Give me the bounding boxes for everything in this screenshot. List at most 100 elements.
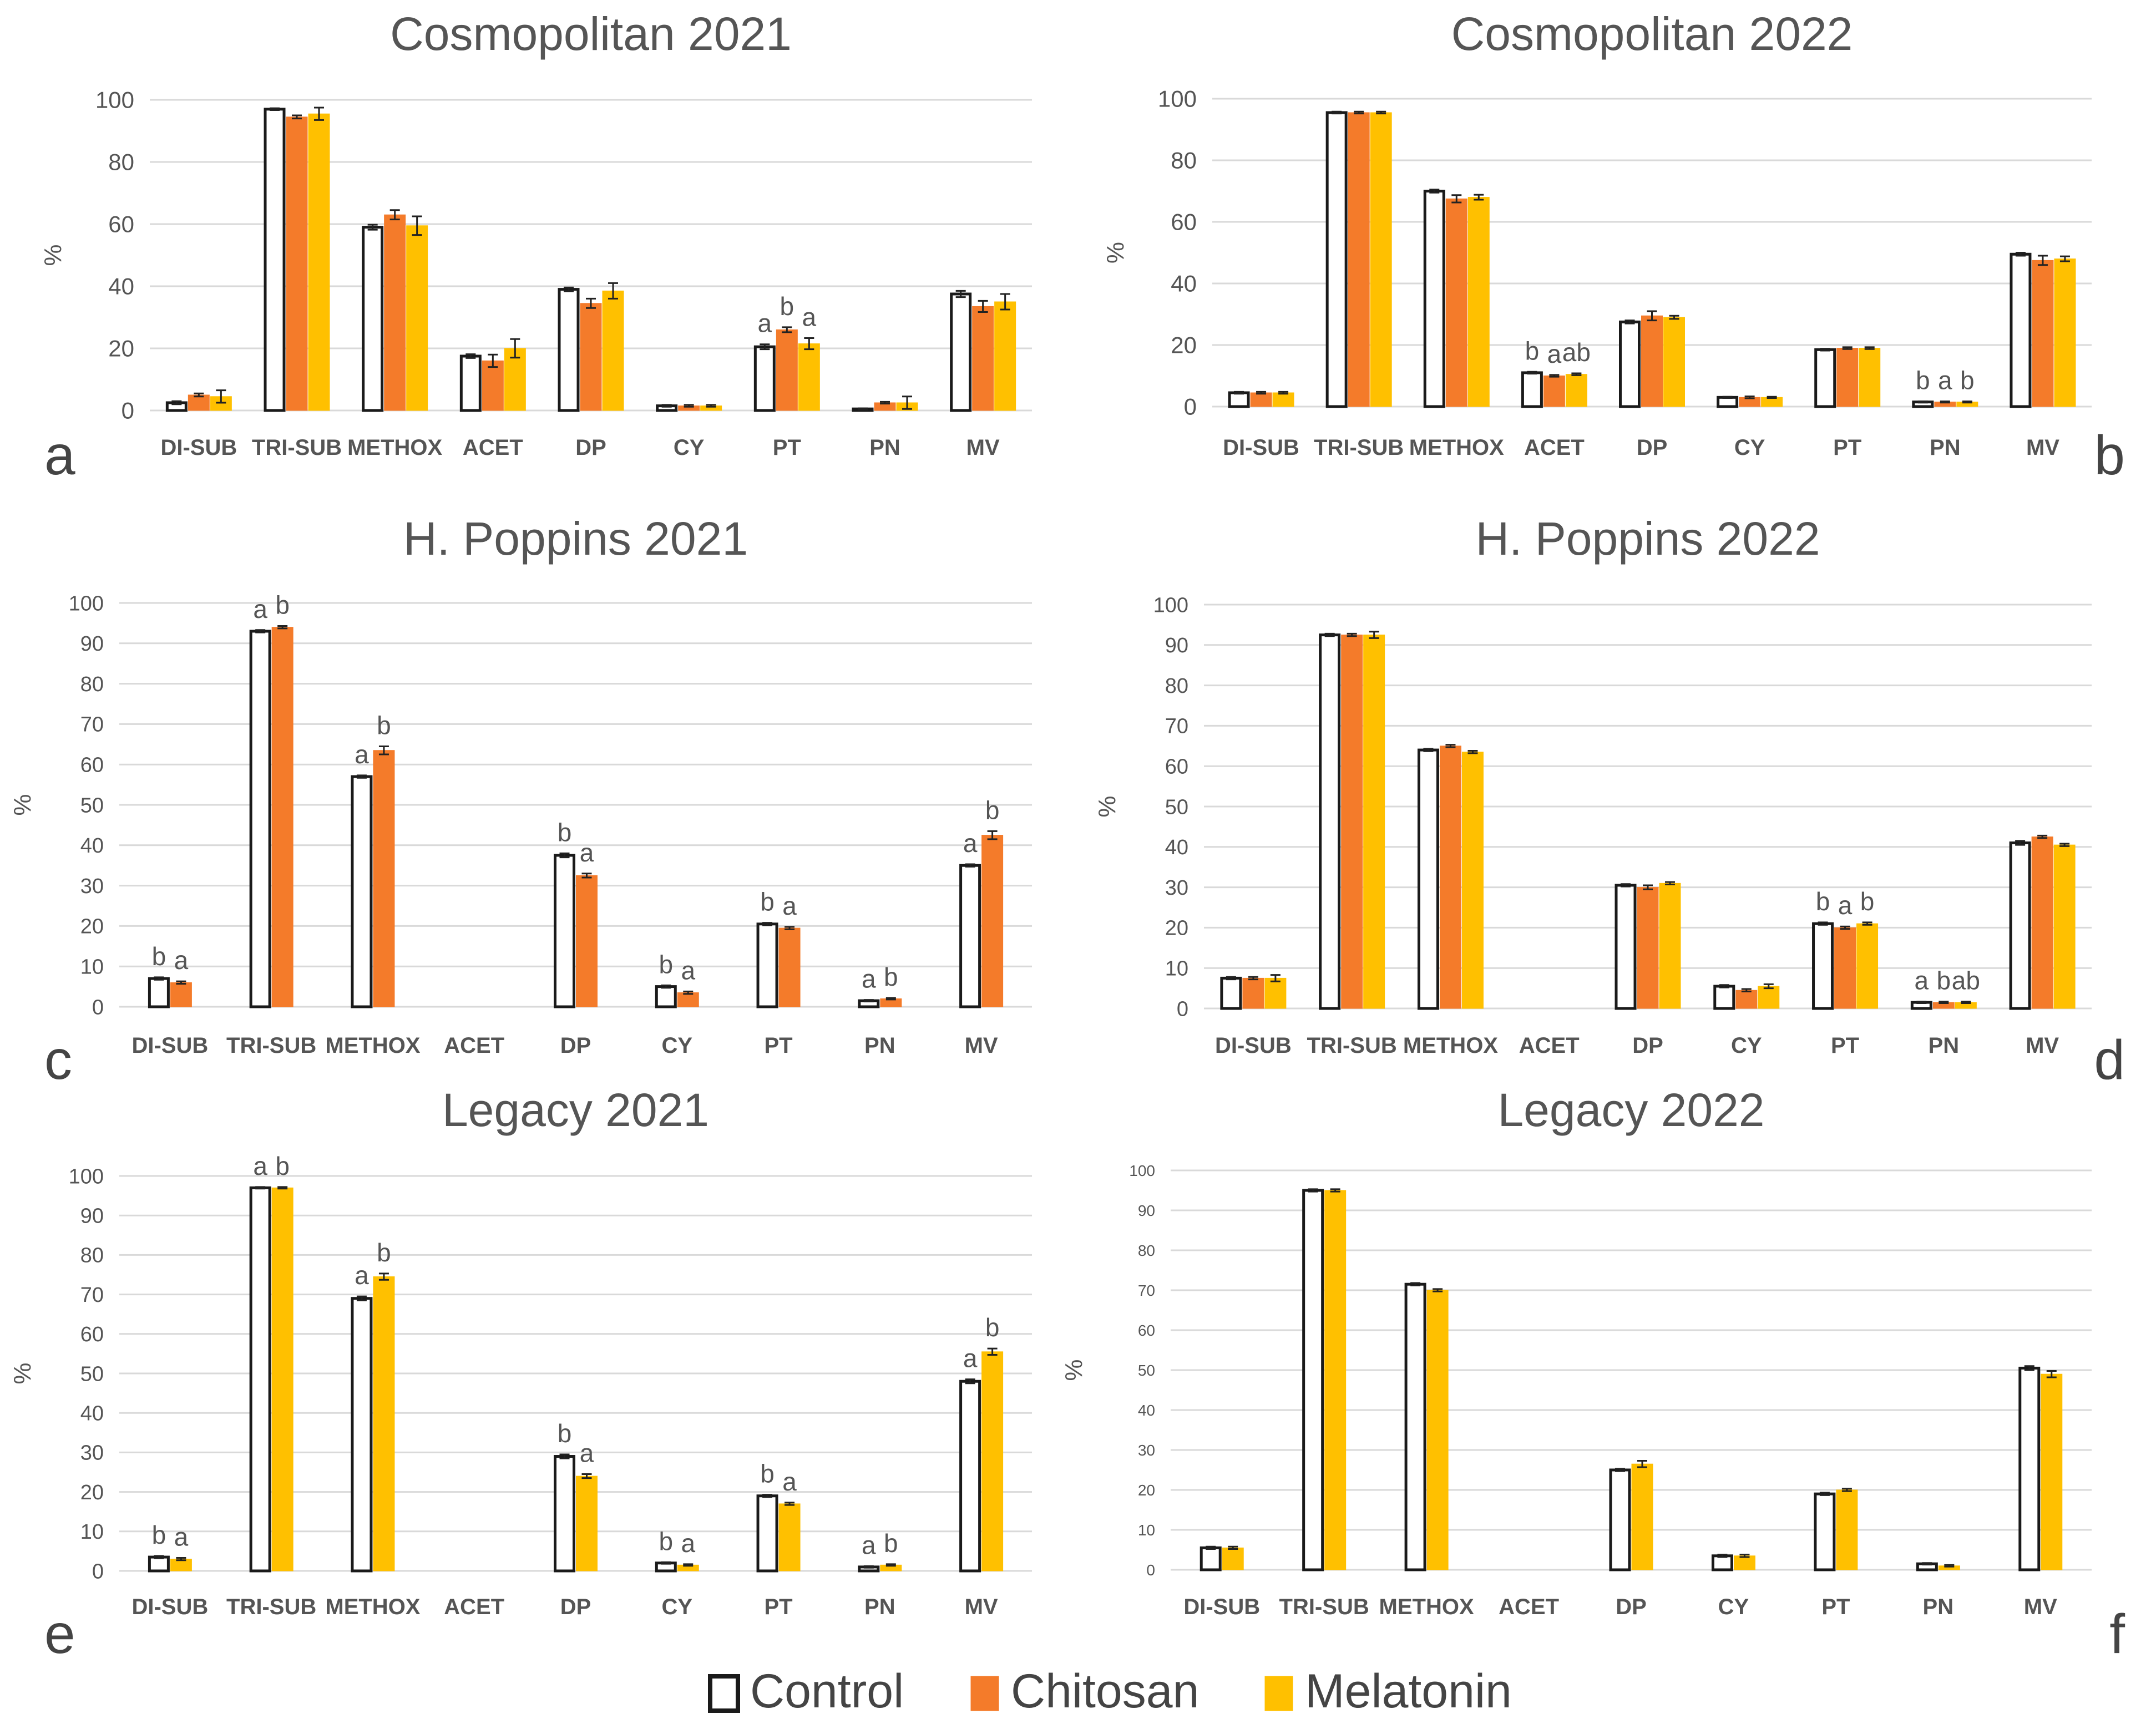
y-tick-label: 10 [80, 1520, 104, 1544]
y-tick-label: 20 [108, 336, 134, 362]
y-tick-label: 80 [108, 149, 134, 175]
bar-melatonin [798, 343, 820, 411]
significance-label: b [985, 1313, 1000, 1342]
y-tick-label: 60 [1165, 755, 1188, 779]
bar-chitosan [576, 875, 598, 1007]
significance-label: b [1525, 336, 1540, 365]
x-tick-label: MV [2026, 1033, 2059, 1058]
y-tick-label: 50 [1138, 1362, 1155, 1379]
bar-control [1615, 884, 1637, 1010]
bar-chitosan [1543, 376, 1565, 407]
bar-chitosan [1834, 927, 1856, 1009]
bar-melatonin [2041, 1373, 2063, 1570]
chart-title: H. Poppins 2022 [1475, 513, 1820, 565]
bar-chitosan [1439, 746, 1461, 1009]
y-tick-label: 80 [1138, 1242, 1155, 1259]
bar-melatonin [602, 290, 624, 411]
bar-chitosan [981, 835, 1004, 1007]
y-tick-label: 30 [1138, 1442, 1155, 1459]
legend-swatch-chitosan [970, 1676, 999, 1711]
significance-label: a [782, 1467, 797, 1496]
legend-label-melatonin: Melatonin [1305, 1665, 1512, 1718]
bar-melatonin [1565, 374, 1587, 407]
bar-melatonin [308, 113, 330, 411]
y-tick-label: 60 [1138, 1322, 1155, 1339]
x-tick-label: ACET [1519, 1033, 1580, 1058]
x-tick-label: METHOX [1409, 435, 1504, 460]
x-tick-label: DI-SUB [1223, 435, 1299, 460]
y-tick-label: 40 [80, 1402, 104, 1426]
significance-label: a [174, 1523, 189, 1551]
panel-letter: b [2094, 424, 2125, 486]
bar-chitosan [373, 750, 395, 1007]
significance-label: a [174, 946, 189, 975]
bar-control [950, 292, 972, 412]
significance-label: b [152, 1520, 166, 1549]
bar-melatonin [2053, 844, 2076, 1009]
bar-melatonin [576, 1475, 598, 1571]
y-tick-label: 10 [80, 956, 104, 979]
bar-melatonin [1758, 986, 1780, 1009]
y-tick-label: 0 [1184, 394, 1197, 420]
bar-control [148, 1555, 170, 1573]
y-tick-label: 60 [108, 211, 134, 237]
x-tick-label: METHOX [325, 1595, 420, 1619]
significance-label: a [580, 1439, 594, 1468]
bar-chitosan [2031, 836, 2053, 1009]
y-axis-label: % [1060, 1359, 1087, 1381]
significance-label: a [1838, 891, 1853, 920]
significance-label: b [1937, 966, 1951, 995]
bar-control [2009, 841, 2031, 1010]
bar-chitosan [778, 927, 801, 1007]
bar-melatonin [2054, 258, 2076, 407]
x-tick-label: PN [1923, 1595, 1954, 1619]
x-tick-label: MV [966, 435, 1000, 460]
y-tick-label: 90 [1138, 1202, 1155, 1219]
x-tick-label: TRI-SUB [1307, 1033, 1397, 1058]
y-tick-label: 100 [1153, 594, 1188, 617]
x-tick-label: CY [1718, 1595, 1749, 1619]
x-tick-label: CY [674, 435, 705, 460]
y-tick-label: 20 [80, 915, 104, 939]
panel-letter: f [2109, 1603, 2125, 1665]
legend-label-control: Control [750, 1665, 904, 1718]
bar-chitosan [1341, 635, 1363, 1009]
y-tick-label: 0 [1177, 997, 1188, 1021]
significance-label: a [253, 1152, 267, 1180]
panel-letter: c [44, 1029, 72, 1091]
bar-control [249, 630, 271, 1008]
y-tick-label: 70 [80, 1284, 104, 1307]
bar-control [1814, 348, 1836, 408]
chart-title: Cosmopolitan 2021 [390, 8, 792, 60]
y-tick-label: 100 [95, 87, 134, 113]
x-tick-label: PT [1821, 1595, 1850, 1619]
legend: Control Chitosan Melatonin [708, 1665, 1512, 1718]
bar-control [362, 226, 384, 412]
x-tick-label: CY [661, 1595, 692, 1619]
x-tick-label: TRI-SUB [226, 1595, 316, 1619]
bar-melatonin [1467, 197, 1490, 407]
y-tick-label: 50 [1165, 795, 1188, 819]
x-tick-label: DP [1632, 1033, 1663, 1058]
significance-label: ab [1952, 966, 1980, 995]
bar-melatonin [1363, 635, 1385, 1009]
bar-melatonin [1659, 883, 1681, 1009]
bar-control [1200, 1546, 1222, 1571]
bar-control [756, 1494, 778, 1573]
significance-label: a [580, 838, 594, 867]
y-tick-label: 100 [1129, 1162, 1155, 1179]
significance-label: b [884, 962, 898, 991]
x-tick-label: ACET [444, 1033, 504, 1058]
legend-item-control: Control [708, 1665, 904, 1718]
y-tick-label: 40 [1138, 1402, 1155, 1419]
significance-label: a [253, 595, 267, 623]
significance-label: a [782, 891, 797, 920]
bar-melatonin [1264, 977, 1287, 1009]
y-tick-label: 50 [80, 794, 104, 817]
bar-control [2018, 1366, 2041, 1571]
x-tick-label: ACET [1524, 435, 1585, 460]
y-tick-label: 80 [80, 1244, 104, 1267]
panel-letter: e [44, 1603, 75, 1665]
